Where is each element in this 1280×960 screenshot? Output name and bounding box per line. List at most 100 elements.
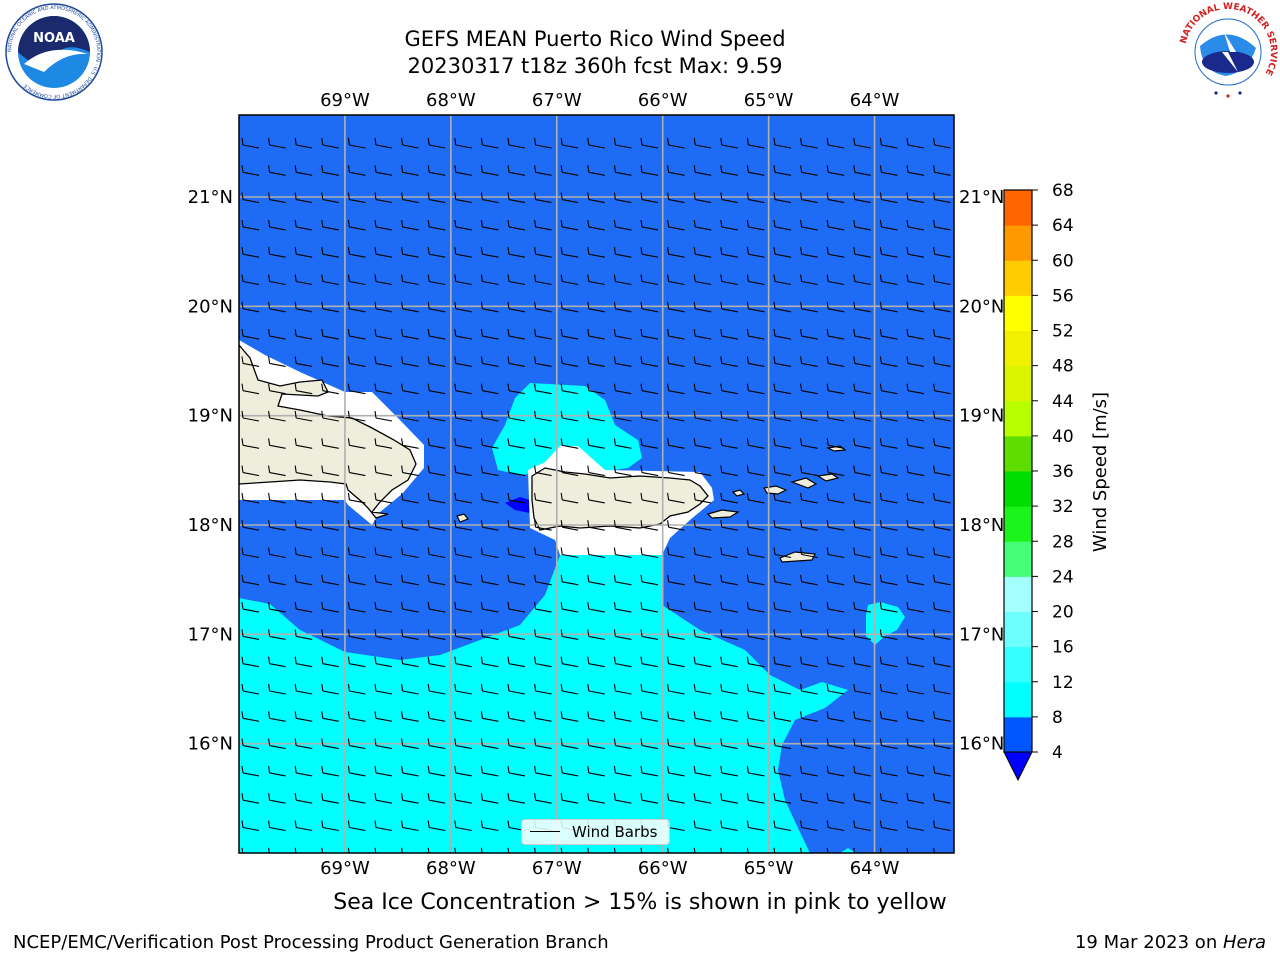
wind-barb [241, 547, 260, 559]
wind-barb [454, 247, 472, 258]
wind-barb [800, 165, 818, 176]
wind-barb [826, 465, 845, 477]
wind-barb [454, 520, 472, 531]
wind-barb [906, 356, 925, 367]
wind-barb [587, 629, 605, 640]
wind-barb [347, 574, 366, 586]
wind-barb [507, 683, 526, 695]
wind-barb [933, 137, 951, 149]
wind-barb [507, 137, 526, 149]
wind-barb [480, 629, 499, 640]
wind-barb [773, 492, 792, 504]
wind-barb [534, 520, 552, 531]
wind-barb [800, 410, 818, 422]
wind-barb [454, 738, 472, 750]
wind-barb [507, 492, 526, 504]
wind-barb [613, 329, 632, 340]
wind-barb [773, 219, 792, 231]
wind-barb [427, 247, 446, 258]
wind-barb [427, 410, 446, 422]
wind-barb [347, 383, 366, 395]
wind-barb [773, 847, 776, 853]
wind-barb [746, 410, 765, 422]
wind-barb [401, 247, 419, 258]
wind-barb [374, 847, 377, 853]
land-puerto-rico [531, 467, 709, 531]
wind-barb [720, 520, 738, 531]
colorbar-tick-label: 12 [1052, 673, 1074, 693]
wind-barb [321, 438, 339, 449]
wind-barb [294, 574, 313, 586]
wind-barb [401, 602, 419, 613]
wind-barb [401, 356, 419, 367]
wind-barb [401, 574, 419, 586]
lon-tick-label: 68°W [426, 858, 476, 879]
wind-barb [587, 356, 605, 367]
wind-barb [294, 820, 313, 832]
wind-barb [401, 711, 419, 722]
wind-barb [294, 247, 313, 258]
wind-barb [693, 765, 712, 777]
footer-host: Hera [1222, 932, 1266, 953]
wind-barb [773, 329, 792, 340]
wind-barb [693, 492, 712, 504]
lat-tick-label: 18°N [188, 515, 233, 536]
wind-barb [800, 438, 818, 449]
wind-barb [427, 711, 446, 722]
lon-tick-label: 68°W [426, 90, 476, 111]
wind-barb [667, 547, 685, 559]
wind-barb [507, 247, 526, 258]
wind-barb [906, 683, 925, 695]
wind-barb [480, 192, 499, 204]
wind-barb [693, 711, 712, 722]
wind-barb [613, 410, 632, 422]
wind-barb [427, 602, 446, 613]
wind-field-8-12-north [492, 383, 642, 475]
wind-barb [587, 137, 605, 149]
wind-barb [613, 738, 632, 750]
wind-barb [800, 574, 818, 586]
wind-barb [853, 219, 871, 231]
wind-barb [560, 165, 579, 176]
wind-barb [826, 738, 845, 750]
wind-barb [853, 711, 871, 722]
wind-barb [268, 847, 270, 853]
wind-barb [800, 301, 818, 313]
wind-barb [720, 738, 738, 750]
wind-barb [241, 274, 260, 286]
wind-barb [268, 602, 286, 613]
wind-barb [294, 656, 313, 668]
wind-barb [534, 602, 552, 613]
wind-barb [241, 683, 260, 695]
wind-barb [560, 629, 579, 640]
wind-barb [587, 711, 605, 722]
wind-barb [587, 192, 605, 204]
wind-barb [826, 629, 845, 640]
wind-barb [773, 711, 792, 722]
wind-barb [693, 738, 712, 750]
wind-barb [321, 247, 339, 258]
wind-barb [667, 765, 685, 777]
wind-barb [321, 165, 339, 176]
wind-barb [241, 165, 260, 176]
wind-barb [693, 301, 712, 313]
wind-barb [347, 301, 366, 313]
wind-barb [347, 247, 366, 258]
wind-barb [294, 219, 313, 231]
wind-barb [906, 629, 925, 640]
wind-barb [826, 602, 845, 613]
wind-barb [401, 520, 419, 531]
wind-barb [587, 219, 605, 231]
wind-barb [613, 656, 632, 668]
wind-barb [534, 656, 552, 668]
wind-barb [321, 410, 339, 422]
wind-barb [268, 438, 286, 449]
wind-barb [906, 410, 925, 422]
wind-barb [401, 410, 419, 422]
sea-ice-note: Sea Ice Concentration > 15% is shown in … [333, 890, 947, 915]
wind-barb [587, 683, 605, 695]
wind-barb [640, 520, 659, 531]
wind-barb [879, 793, 898, 804]
wind-barb [773, 629, 792, 640]
wind-barb [401, 137, 419, 149]
